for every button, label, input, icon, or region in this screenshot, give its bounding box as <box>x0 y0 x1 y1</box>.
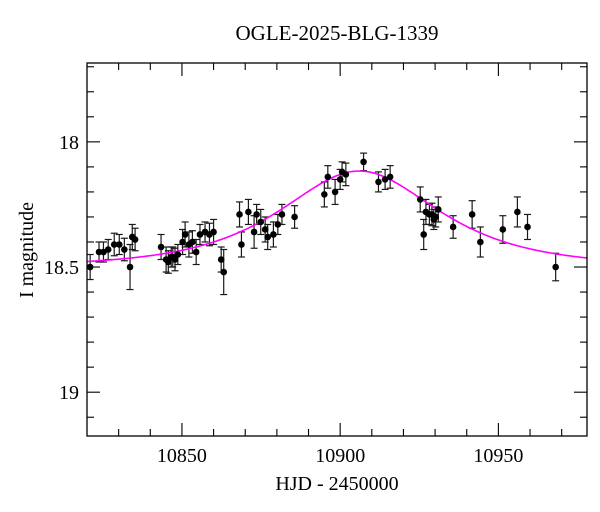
data-point <box>270 231 277 238</box>
y-axis-label: I magnitude <box>16 202 38 298</box>
data-point <box>381 176 389 183</box>
data-point <box>449 223 457 231</box>
data-point <box>236 211 243 218</box>
data-point <box>121 246 128 253</box>
data-point <box>477 238 484 246</box>
data-point <box>514 208 521 216</box>
data-point <box>196 231 204 238</box>
data-point <box>261 226 269 233</box>
data-point <box>499 226 507 233</box>
data-point <box>126 263 134 271</box>
data-point <box>321 191 328 198</box>
data-point <box>189 238 196 246</box>
data-point <box>179 238 186 246</box>
data-point <box>181 231 189 238</box>
data-point <box>210 228 217 236</box>
data-point <box>217 256 225 263</box>
x-axis-label: HJD - 2450000 <box>275 473 398 495</box>
plot-title: OGLE-2025-BLG-1339 <box>236 21 439 45</box>
data-point <box>342 171 350 178</box>
plot-frame <box>86 62 588 437</box>
data-point <box>171 256 179 263</box>
y-tick-label: 18 <box>59 132 79 154</box>
data-point <box>331 188 339 196</box>
data-point <box>524 223 531 231</box>
data-point <box>291 213 298 221</box>
data-point <box>278 211 286 218</box>
data-point <box>552 263 559 271</box>
data-point <box>324 173 332 181</box>
data-point <box>360 158 367 166</box>
data-point <box>274 221 282 228</box>
data-point <box>264 233 272 241</box>
y-tick-label: 19 <box>59 382 79 404</box>
data-point <box>157 243 165 251</box>
data-point <box>432 213 440 221</box>
x-tick-label: 10950 <box>473 445 523 467</box>
data-point <box>434 206 442 213</box>
data-point <box>250 228 258 236</box>
data-point <box>386 173 394 181</box>
data-point <box>253 211 260 218</box>
x-tick-label: 10850 <box>157 445 207 467</box>
data-point <box>115 241 123 248</box>
data-point <box>174 251 182 258</box>
data-point <box>468 211 476 218</box>
data-point <box>257 218 265 226</box>
data-point <box>336 176 344 183</box>
data-point <box>131 236 139 243</box>
axis-ticks <box>87 63 587 436</box>
data-point <box>220 268 228 276</box>
model-curve <box>86 170 588 263</box>
data-point <box>110 241 118 248</box>
data-point <box>165 258 172 266</box>
data-point <box>192 248 200 256</box>
x-tick-label: 10900 <box>315 445 365 467</box>
data-point <box>245 208 252 216</box>
data-point <box>238 241 245 248</box>
data-point <box>375 178 382 186</box>
data-point <box>416 196 424 203</box>
data-point <box>104 246 112 253</box>
y-tick-label: 18.5 <box>44 257 79 279</box>
data-point <box>420 231 428 238</box>
